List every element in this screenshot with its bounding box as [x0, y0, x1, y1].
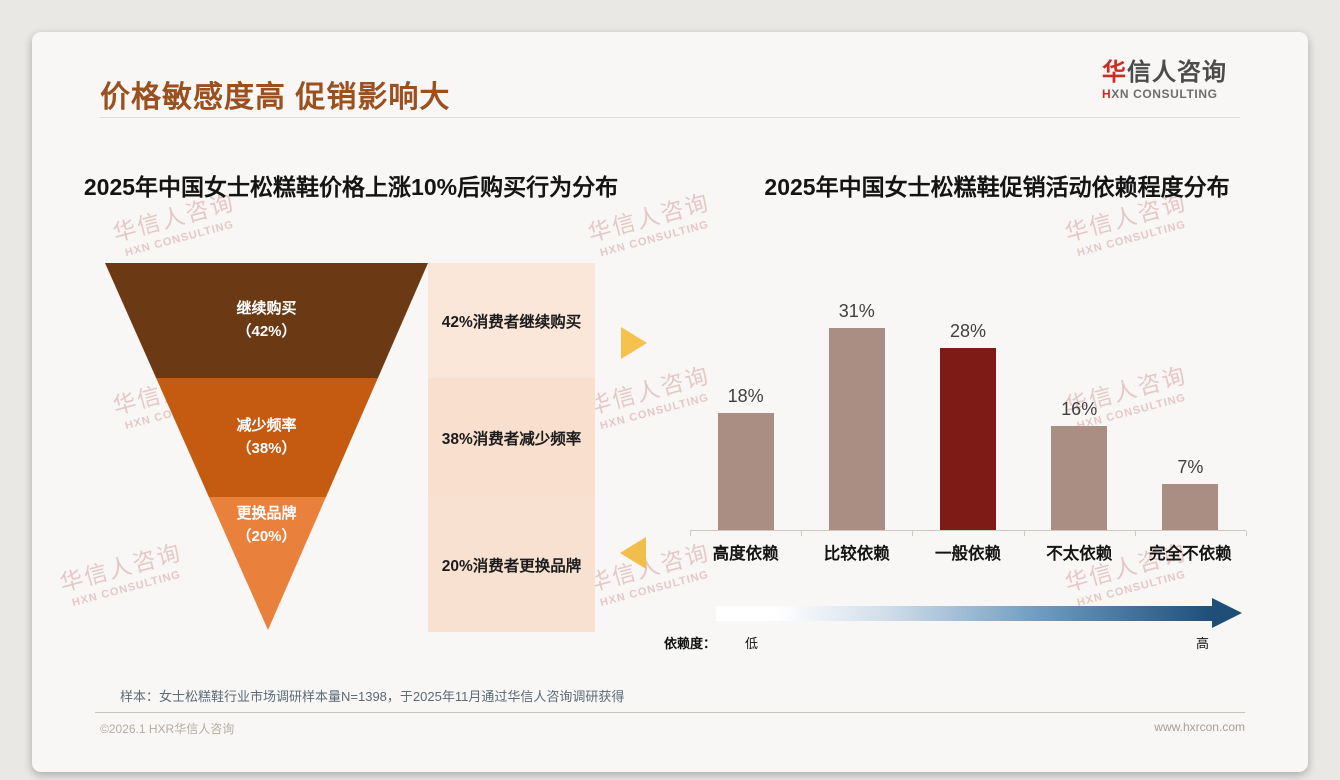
copyright-text: ©2026.1 HXR华信人咨询 — [100, 722, 235, 736]
bar-category-label: 高度依赖 — [712, 545, 779, 563]
dependency-gradient-bar — [716, 606, 1212, 621]
sample-note: 样本：女士松糕鞋行业市场调研样本量N=1398，于2025年11月通过华信人咨询… — [120, 689, 625, 704]
bar-value-label: 16% — [1061, 399, 1098, 419]
funnel-label-2-value: （38%） — [236, 440, 297, 457]
funnel-label-2-text: 减少频率 — [236, 417, 297, 434]
header-divider — [100, 117, 1240, 118]
funnel-chart-title: 2025年中国女士松糕鞋价格上涨10%后购买行为分布 — [83, 174, 619, 200]
website-url: www.hxrcon.com — [1154, 720, 1245, 734]
dependency-axis-low: 低 — [745, 636, 759, 651]
bar-比较依赖 — [828, 328, 885, 530]
logo-english: HXN CONSULTING — [1102, 88, 1262, 101]
bar-category-label: 不太依赖 — [1046, 545, 1113, 563]
logo-chinese: 华信人咨询 — [1102, 59, 1262, 86]
slide-card: 价格敏感度高 促销影响大 华信人咨询 HXN CONSULTING 2025年中… — [32, 32, 1308, 772]
bar-chart-title: 2025年中国女士松糕鞋促销活动依赖程度分布 — [764, 174, 1230, 200]
bar-高度依赖 — [717, 413, 774, 530]
funnel-label-3-text: 更换品牌 — [236, 505, 297, 522]
funnel-chart — [105, 263, 428, 630]
axis-tick — [1246, 531, 1247, 536]
funnel-annotation-1: 42%消费者继续购买 — [428, 263, 595, 378]
company-logo: 华信人咨询 HXN CONSULTING — [1102, 59, 1262, 102]
funnel-segment-bottom — [208, 497, 326, 630]
bar-value-label: 31% — [838, 301, 875, 321]
funnel-segment-middle — [156, 378, 378, 497]
logo-english-rest: XN CONSULTING — [1111, 87, 1218, 102]
funnel-label-1-value: （42%） — [236, 323, 297, 340]
axis-tick — [912, 531, 914, 536]
bar-category-label: 比较依赖 — [823, 545, 890, 563]
funnel-annotation-3: 20%消费者更换品牌 — [428, 497, 595, 632]
logo-chinese-rest: 信人咨询 — [1127, 59, 1227, 86]
axis-tick — [690, 531, 691, 536]
arrow-right-icon — [621, 327, 647, 359]
arrow-left-icon — [620, 537, 646, 569]
bar-value-label: 18% — [727, 386, 764, 406]
logo-english-accent: H — [1102, 87, 1112, 102]
dependency-axis-high: 高 — [1196, 636, 1210, 651]
dependency-axis-label: 依赖度： — [664, 636, 717, 651]
dependency-gradient-arrowhead-icon — [1212, 598, 1242, 628]
bar-chart-x-axis — [690, 530, 1246, 531]
axis-tick — [801, 531, 803, 536]
bar-category-label: 一般依赖 — [935, 545, 1001, 563]
funnel-label-3: 更换品牌 （20%） — [105, 502, 428, 548]
axis-tick — [1023, 531, 1025, 536]
bar-完全不依赖 — [1162, 484, 1219, 530]
axis-tick — [1134, 531, 1136, 536]
bar-value-label: 28% — [949, 321, 987, 341]
bar-一般依赖 — [940, 348, 996, 530]
footer-divider — [95, 712, 1245, 713]
funnel-label-3-value: （20%） — [236, 528, 297, 545]
funnel-label-1: 继续购买 （42%） — [105, 297, 428, 343]
funnel-label-1-text: 继续购买 — [236, 300, 297, 317]
funnel-annotation-2: 38%消费者减少频率 — [428, 378, 595, 497]
page-title: 价格敏感度高 促销影响大 — [100, 81, 451, 114]
funnel-segment-top — [105, 263, 428, 378]
bar-value-label: 7% — [1177, 457, 1204, 477]
logo-chinese-accent: 华 — [1102, 59, 1127, 86]
bar-不太依赖 — [1051, 426, 1108, 530]
funnel-label-2: 减少频率 （38%） — [105, 414, 428, 460]
bar-category-label: 完全不依赖 — [1149, 545, 1232, 563]
